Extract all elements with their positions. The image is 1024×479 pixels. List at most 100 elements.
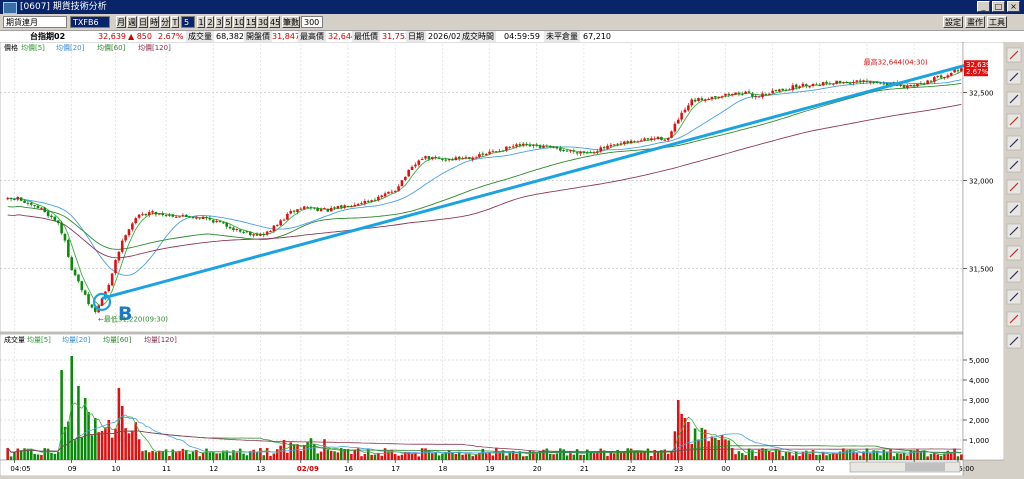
- volume-bar: [747, 448, 751, 460]
- minute-2-button[interactable]: 2: [206, 16, 214, 28]
- candle-body: [208, 217, 212, 220]
- interval-select[interactable]: 5: [181, 16, 195, 28]
- volume-bar: [50, 452, 53, 460]
- volume-bar: [373, 454, 377, 460]
- quote-oi: 67,210: [583, 32, 611, 41]
- minute-45-button[interactable]: 45: [269, 16, 280, 28]
- volume-bar: [80, 437, 84, 460]
- candle-body: [811, 83, 815, 86]
- volume-bar: [333, 451, 336, 460]
- volume-bar: [495, 448, 498, 460]
- volume-bar: [781, 455, 785, 460]
- candle-body: [842, 82, 845, 84]
- text-icon: [1006, 113, 1022, 129]
- close-button[interactable]: ×: [1007, 1, 1020, 12]
- candle-body: [717, 96, 720, 98]
- period-minute-button[interactable]: 分: [160, 16, 170, 28]
- price-volume-chart[interactable]: B←最低31,220(09:30) 最高32,644(04:30) 32,6392.…: [0, 41, 1024, 477]
- candle-body: [848, 83, 852, 85]
- draw-button[interactable]: 畫作: [965, 16, 985, 28]
- period-tick-button[interactable]: T: [171, 16, 179, 28]
- quote-time: 04:59:59: [504, 32, 540, 41]
- minute-15-button[interactable]: 15: [245, 16, 256, 28]
- minute-30-button[interactable]: 30: [257, 16, 268, 28]
- volume-bar: [36, 454, 40, 460]
- candle-body: [653, 138, 656, 140]
- date-label: 日期: [406, 31, 426, 42]
- volume-bar: [245, 455, 249, 460]
- pen-icon: [1006, 91, 1022, 107]
- candle-body: [353, 204, 357, 207]
- time-tick-label: 09: [68, 465, 77, 473]
- marker-label: B: [118, 303, 132, 325]
- settings-button[interactable]: 設定: [943, 16, 963, 28]
- volume-bar: [164, 449, 168, 460]
- candle-body: [319, 209, 323, 212]
- volume-bar: [474, 454, 478, 460]
- volume-bar: [865, 448, 869, 460]
- volume-panel-bg: [0, 333, 964, 461]
- minimize-button[interactable]: _: [977, 1, 990, 12]
- candle-body: [710, 96, 714, 100]
- volume-bar: [960, 454, 963, 460]
- candle-body: [912, 85, 916, 87]
- maximize-button[interactable]: □: [992, 1, 1005, 12]
- candle-body: [461, 158, 464, 160]
- minute-3-button[interactable]: 3: [215, 16, 223, 28]
- minute-10-button[interactable]: 10: [233, 16, 244, 28]
- tool-glyph: [1009, 248, 1019, 258]
- candle-body: [424, 156, 427, 159]
- volume-bar: [397, 455, 400, 460]
- candle-body: [360, 203, 363, 205]
- volume-bar: [262, 455, 266, 460]
- price-tick-label: 32,500: [969, 90, 994, 98]
- tools-button[interactable]: 工具: [987, 16, 1007, 28]
- volume-bar: [693, 428, 697, 460]
- volume-bar: [350, 453, 353, 460]
- candle-body: [791, 85, 795, 90]
- volume-bar: [188, 453, 191, 460]
- period-day-button[interactable]: 日: [138, 16, 148, 28]
- volume-bar: [811, 450, 815, 460]
- candle-body: [835, 80, 838, 84]
- volume-bar: [63, 426, 67, 460]
- volume-bar: [43, 448, 47, 460]
- contract-select[interactable]: TXFB6: [70, 16, 110, 28]
- volume-bars: [6, 356, 963, 460]
- legend-entry: 均量[20]: [62, 335, 91, 344]
- candle-body: [852, 81, 855, 83]
- volume-bar: [468, 453, 471, 460]
- candle-body: [474, 157, 478, 159]
- candle-body: [46, 211, 50, 217]
- period-month-button[interactable]: 月: [116, 16, 126, 28]
- volume-bar: [404, 452, 407, 460]
- candle-body: [673, 123, 677, 132]
- symbol-select[interactable]: 期貨連月: [3, 16, 67, 28]
- volume-bar: [336, 452, 340, 460]
- minute-5-button[interactable]: 5: [224, 16, 232, 28]
- candle-body: [154, 211, 158, 215]
- volume-bar: [939, 456, 943, 460]
- candle-body: [174, 216, 178, 218]
- chart-area[interactable]: B ←最低31,220(09:30) 最高32,644(04:30) 32,639 2.…: [0, 41, 1024, 477]
- volume-bar: [90, 435, 94, 460]
- period-week-button[interactable]: 週: [127, 16, 137, 28]
- volume-bar: [663, 449, 667, 460]
- volume-bar: [13, 451, 16, 460]
- candle-body: [181, 215, 185, 217]
- volume-bar: [313, 443, 316, 460]
- bars-count-input[interactable]: 300: [301, 16, 323, 28]
- candle-body: [636, 141, 640, 143]
- tool-glyph: [1009, 226, 1019, 236]
- volume-bar: [201, 452, 205, 460]
- volume-bar: [272, 453, 276, 460]
- volume-bar: [670, 451, 673, 460]
- volume-bar: [528, 450, 532, 460]
- minute-1-button[interactable]: 1: [197, 16, 205, 28]
- candle-body: [441, 158, 444, 160]
- period-hour-button[interactable]: 時: [149, 16, 159, 28]
- candle-body: [825, 81, 828, 84]
- volume-bar: [390, 449, 394, 460]
- volume-bar: [619, 451, 623, 460]
- time-tick-label: 20: [533, 465, 542, 473]
